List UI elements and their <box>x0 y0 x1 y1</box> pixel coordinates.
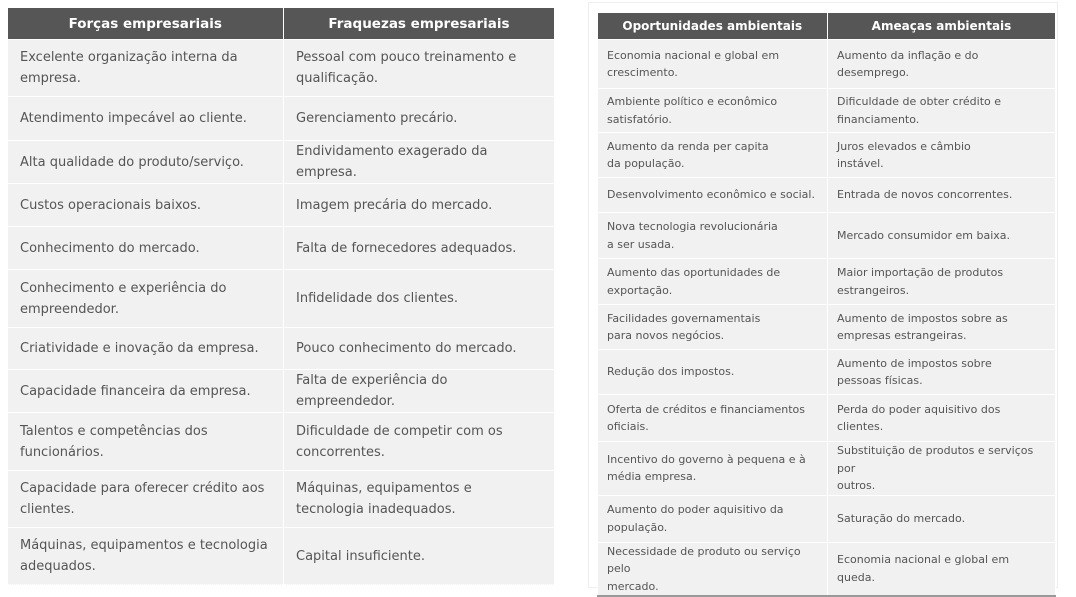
table-row: Redução dos impostos. Aumento de impostos… <box>597 349 1056 395</box>
strength-cell: Excelente organização interna da empresa… <box>7 39 284 97</box>
table-row: Aumento do poder aquisitivo da população… <box>597 494 1056 543</box>
weakness-cell: Pouco conhecimento do mercado. <box>283 327 555 370</box>
table-row: Facilidades governamentais para novos ne… <box>597 304 1056 350</box>
threat-cell: Maior importação de produtos estrangeiro… <box>827 258 1056 305</box>
strength-cell: Atendimento impecável ao cliente. <box>7 96 284 141</box>
table-row: Nova tecnologia revolucionária a ser usa… <box>597 212 1056 259</box>
threat-cell: Aumento de impostos sobre pessoas física… <box>827 349 1056 395</box>
table-row: Alta qualidade do produto/serviço. Endivi… <box>7 140 555 184</box>
weakness-cell: Dificuldade de competir com os concorren… <box>283 412 555 471</box>
strength-cell: Talentos e competências dos funcionários… <box>7 412 284 471</box>
threat-cell: Aumento de impostos sobre as empresas es… <box>827 304 1056 350</box>
threat-cell: Substituição de produtos e serviços por … <box>827 441 1056 496</box>
opportunity-cell: Facilidades governamentais para novos ne… <box>597 304 828 350</box>
threat-cell: Entrada de novos concorrentes. <box>827 177 1056 213</box>
table-row: Desenvolvimento econômico e social. Entra… <box>597 177 1056 213</box>
table-row: Ambiente político e econômico satisfatór… <box>597 88 1056 133</box>
weakness-cell: Infidelidade dos clientes. <box>283 269 555 328</box>
strength-cell: Criatividade e inovação da empresa. <box>7 327 284 370</box>
strengths-weaknesses-table: Forças empresariais Fraquezas empresaria… <box>7 8 555 585</box>
header-row: Oportunidades ambientais Ameaças ambient… <box>597 13 1056 40</box>
opportunity-cell: Aumento do poder aquisitivo da população… <box>597 494 828 543</box>
threat-cell: Aumento da inflação e do desemprego. <box>827 39 1056 89</box>
threat-cell: Dificuldade de obter crédito e financiam… <box>827 88 1056 133</box>
strength-cell: Custos operacionais baixos. <box>7 183 284 227</box>
opportunity-cell: Aumento das oportunidades de exportação. <box>597 258 828 305</box>
weakness-cell: Máquinas, equipamentos e tecnologia inad… <box>283 470 555 528</box>
opportunity-cell: Desenvolvimento econômico e social. <box>597 177 828 213</box>
table-row: Capacidade para oferecer crédito aos cli… <box>7 470 555 528</box>
weakness-cell: Gerenciamento precário. <box>283 96 555 141</box>
table-row: Máquinas, equipamentos e tecnologia adeq… <box>7 527 555 585</box>
table-row: Oferta de créditos e financiamentos ofic… <box>597 394 1056 442</box>
threat-cell: Saturação do mercado. <box>827 494 1056 543</box>
strength-cell: Máquinas, equipamentos e tecnologia adeq… <box>7 527 284 585</box>
table-row: Incentivo do governo à pequena e à média… <box>597 441 1056 496</box>
table-row: Aumento das oportunidades de exportação.… <box>597 258 1056 305</box>
opportunity-cell: Incentivo do governo à pequena e à média… <box>597 441 828 496</box>
table-row: Criatividade e inovação da empresa. Pouco… <box>7 327 555 370</box>
weakness-cell: Pessoal com pouco treinamento e qualific… <box>283 39 555 97</box>
weakness-cell: Falta de fornecedores adequados. <box>283 226 555 270</box>
header-weaknesses: Fraquezas empresariais <box>283 8 555 40</box>
opportunity-cell: Ambiente político e econômico satisfatór… <box>597 88 828 133</box>
strength-cell: Capacidade financeira da empresa. <box>7 369 284 413</box>
threat-cell: Perda do poder aquisitivo dos clientes. <box>827 394 1056 442</box>
opportunity-cell: Redução dos impostos. <box>597 349 828 395</box>
header-opportunities: Oportunidades ambientais <box>597 13 828 40</box>
table-row: Excelente organização interna da empresa… <box>7 39 555 97</box>
weakness-cell: Imagem precária do mercado. <box>283 183 555 227</box>
opportunity-cell: Aumento da renda per capita da população… <box>597 132 828 178</box>
table-row: Conhecimento do mercado. Falta de fornece… <box>7 226 555 270</box>
threat-cell: Mercado consumidor em baixa. <box>827 212 1056 259</box>
strength-cell: Capacidade para oferecer crédito aos cli… <box>7 470 284 528</box>
weakness-cell: Falta de experiência do empreendedor. <box>283 369 555 413</box>
table-row: Talentos e competências dos funcionários… <box>7 412 555 471</box>
strength-cell: Alta qualidade do produto/serviço. <box>7 140 284 184</box>
header-strengths: Forças empresariais <box>7 8 284 40</box>
table-row: Atendimento impecável ao cliente. Gerenci… <box>7 96 555 141</box>
opportunity-cell: Oferta de créditos e financiamentos ofic… <box>597 394 828 442</box>
weakness-cell: Endividamento exagerado da empresa. <box>283 140 555 184</box>
table-row: Economia nacional e global em cresciment… <box>597 39 1056 89</box>
threat-cell: Economia nacional e global em queda. <box>827 541 1056 597</box>
weakness-cell: Capital insuficiente. <box>283 527 555 585</box>
opportunity-cell: Nova tecnologia revolucionária a ser usa… <box>597 212 828 259</box>
table-row: Aumento da renda per capita da população… <box>597 132 1056 178</box>
threat-cell: Juros elevados e câmbio instável. <box>827 132 1056 178</box>
opportunity-cell: Economia nacional e global em cresciment… <box>597 39 828 89</box>
table-row: Custos operacionais baixos. Imagem precár… <box>7 183 555 227</box>
opportunities-threats-table: Oportunidades ambientais Ameaças ambient… <box>597 13 1056 597</box>
table-row: Capacidade financeira da empresa. Falta d… <box>7 369 555 413</box>
header-row: Forças empresariais Fraquezas empresaria… <box>7 8 555 40</box>
strength-cell: Conhecimento e experiência do empreended… <box>7 269 284 328</box>
table-row: Conhecimento e experiência do empreended… <box>7 269 555 328</box>
header-threats: Ameaças ambientais <box>827 13 1056 40</box>
strength-cell: Conhecimento do mercado. <box>7 226 284 270</box>
